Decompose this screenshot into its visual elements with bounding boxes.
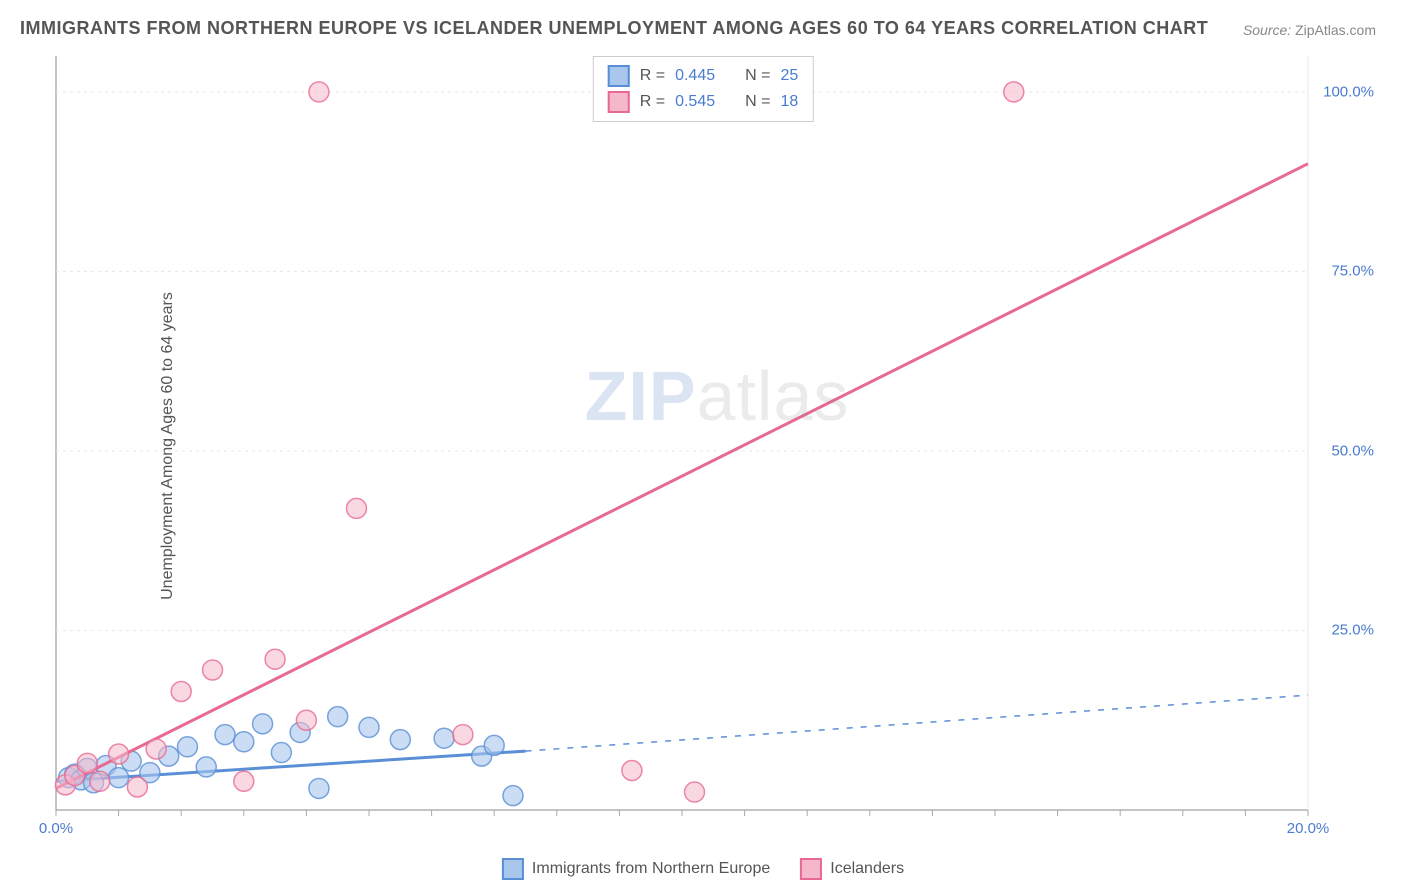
legend-label-series1: Immigrants from Northern Europe	[532, 860, 770, 878]
legend-n-label: N =	[745, 93, 770, 111]
y-tick-label: 75.0%	[1331, 263, 1374, 280]
legend-item-series2: Icelanders	[800, 858, 904, 880]
source-value: ZipAtlas.com	[1295, 22, 1376, 38]
plot-area: ZIPatlas 25.0%50.0%75.0%100.0% 0.0%20.0%	[52, 52, 1382, 834]
legend-r-value-1: 0.445	[675, 67, 715, 85]
source-attribution: Source: ZipAtlas.com	[1243, 22, 1376, 38]
legend-n-label: N =	[745, 67, 770, 85]
legend-series: Immigrants from Northern Europe Icelande…	[502, 858, 904, 880]
legend-swatch-blue	[608, 65, 630, 87]
legend-item-series1: Immigrants from Northern Europe	[502, 858, 770, 880]
legend-label-series2: Icelanders	[830, 860, 904, 878]
legend-swatch-pink	[800, 858, 822, 880]
legend-swatch-blue	[502, 858, 524, 880]
legend-n-value-2: 18	[780, 93, 798, 111]
legend-correlation: R = 0.445 N = 25 R = 0.545 N = 18	[593, 56, 814, 122]
x-tick-label: 0.0%	[39, 820, 73, 837]
legend-swatch-pink	[608, 91, 630, 113]
x-tick-label: 20.0%	[1287, 820, 1330, 837]
legend-r-value-2: 0.545	[675, 93, 715, 111]
y-tick-label: 25.0%	[1331, 622, 1374, 639]
y-tick-label: 100.0%	[1323, 83, 1374, 100]
legend-r-label: R =	[640, 93, 665, 111]
legend-row-series1: R = 0.445 N = 25	[608, 63, 799, 89]
source-label: Source:	[1243, 22, 1291, 38]
chart-svg	[52, 52, 1382, 834]
legend-row-series2: R = 0.545 N = 18	[608, 89, 799, 115]
legend-n-value-1: 25	[780, 67, 798, 85]
chart-title: IMMIGRANTS FROM NORTHERN EUROPE VS ICELA…	[20, 18, 1208, 39]
legend-r-label: R =	[640, 67, 665, 85]
y-tick-label: 50.0%	[1331, 442, 1374, 459]
